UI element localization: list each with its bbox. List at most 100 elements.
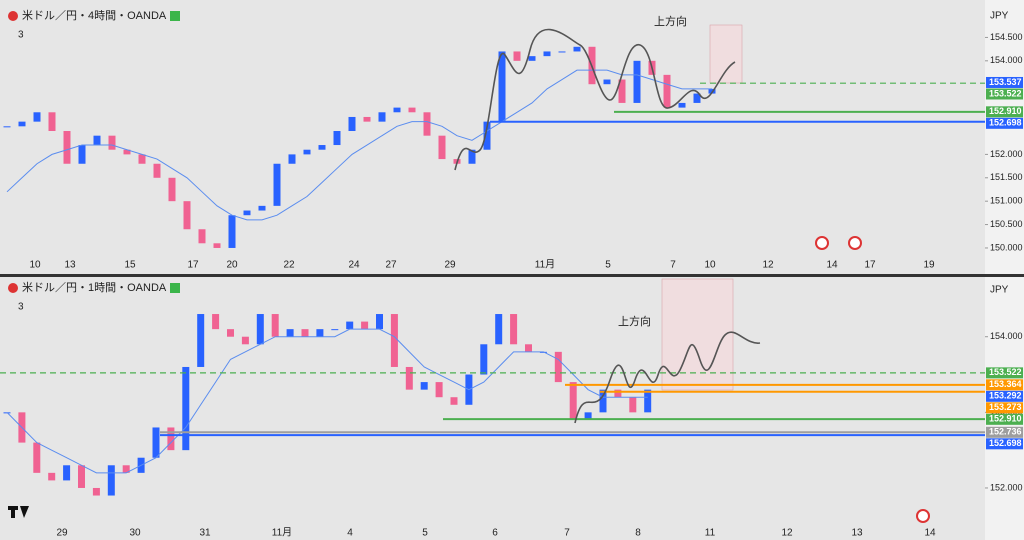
price-tag-label: 152.910 bbox=[989, 106, 1022, 116]
x-tick-label: 8 bbox=[635, 528, 641, 539]
candle bbox=[498, 51, 506, 122]
y-tick-label: 151.500 bbox=[990, 172, 1023, 182]
price-tag bbox=[986, 390, 1023, 402]
candle bbox=[78, 465, 85, 488]
x-tick-label: 19 bbox=[923, 260, 935, 271]
price-tag bbox=[986, 413, 1023, 425]
candle bbox=[152, 427, 160, 458]
candle bbox=[348, 116, 356, 131]
candle bbox=[618, 79, 626, 103]
candle bbox=[599, 389, 607, 413]
candle bbox=[33, 112, 41, 122]
y-tick-label: 154.500 bbox=[990, 32, 1023, 42]
candle bbox=[48, 472, 56, 481]
market-icon bbox=[170, 11, 180, 21]
candle bbox=[678, 102, 686, 108]
candle bbox=[468, 149, 476, 164]
candle bbox=[241, 336, 249, 345]
candle bbox=[376, 314, 383, 330]
candle bbox=[213, 243, 221, 248]
candle bbox=[108, 135, 116, 150]
market-icon bbox=[170, 283, 180, 293]
x-tick-label: 7 bbox=[564, 528, 570, 539]
x-tick-label: 22 bbox=[283, 260, 295, 271]
indicator: 3 bbox=[18, 302, 24, 313]
price-tag bbox=[986, 117, 1023, 129]
candle bbox=[3, 126, 11, 128]
panel-title: 米ドル／円・1時間・OANDA bbox=[22, 281, 167, 294]
x-tick-label: 17 bbox=[187, 260, 199, 271]
candle bbox=[603, 79, 611, 85]
candle bbox=[303, 149, 311, 155]
candle bbox=[227, 329, 234, 337]
moving-average bbox=[6, 328, 648, 474]
candle bbox=[390, 314, 398, 367]
y-tick-label: 154.000 bbox=[990, 55, 1023, 65]
candle bbox=[405, 366, 413, 390]
price-tag-label: 152.736 bbox=[989, 427, 1022, 437]
target-box bbox=[709, 24, 743, 84]
candle bbox=[258, 205, 266, 211]
candle bbox=[167, 427, 175, 451]
candle bbox=[256, 314, 264, 345]
event-icon bbox=[815, 236, 930, 523]
price-tag-label: 152.910 bbox=[989, 414, 1022, 424]
y-tick-label: 151.000 bbox=[990, 196, 1023, 206]
candle bbox=[243, 210, 251, 216]
target-box bbox=[661, 278, 734, 391]
y-tick-label: 152.000 bbox=[990, 482, 1023, 492]
x-tick-label: 10 bbox=[29, 260, 41, 271]
candle bbox=[346, 321, 354, 330]
candle bbox=[584, 412, 592, 420]
candle bbox=[316, 329, 324, 337]
candle bbox=[569, 382, 577, 420]
x-tick-label: 29 bbox=[56, 528, 68, 539]
candle bbox=[138, 154, 146, 164]
layers: 154.500 154.000 152.000 151.500 151.000 150.5… bbox=[0, 32, 1023, 539]
candle bbox=[554, 351, 562, 383]
candle bbox=[629, 397, 637, 413]
price-tag bbox=[986, 367, 1023, 379]
candle bbox=[614, 389, 622, 398]
candle bbox=[663, 74, 671, 108]
candle bbox=[48, 112, 56, 131]
price-tag bbox=[986, 426, 1023, 438]
candle bbox=[393, 107, 401, 113]
drawn-path bbox=[454, 28, 736, 171]
x-tick-label: 11月 bbox=[535, 259, 555, 271]
candle bbox=[33, 442, 41, 473]
x-tick-label: 15 bbox=[124, 260, 136, 271]
currency: JPY bbox=[990, 285, 1009, 296]
candle bbox=[644, 389, 652, 413]
candle bbox=[182, 366, 190, 451]
candle bbox=[528, 56, 536, 61]
x-tick-label: 17 bbox=[864, 260, 876, 271]
candle bbox=[363, 116, 371, 122]
candle bbox=[271, 314, 279, 337]
x-tick-label: 5 bbox=[422, 528, 428, 539]
candle bbox=[122, 465, 130, 473]
candle bbox=[510, 314, 518, 345]
x-tick-label: 7 bbox=[670, 260, 676, 271]
candle bbox=[573, 46, 581, 52]
candle bbox=[63, 131, 71, 164]
candle bbox=[435, 382, 443, 398]
y-tick-label: 150.500 bbox=[990, 219, 1023, 229]
y-tick-label: 152.000 bbox=[990, 149, 1023, 159]
price-tag bbox=[986, 379, 1023, 391]
x-tick-label: 20 bbox=[226, 260, 238, 271]
candle bbox=[273, 163, 281, 206]
x-tick-label: 12 bbox=[781, 528, 793, 539]
x-tick-label: 10 bbox=[704, 260, 716, 271]
x-tick-label: 24 bbox=[348, 260, 360, 271]
x-tick-label: 31 bbox=[199, 528, 211, 539]
candle bbox=[197, 314, 205, 367]
candle bbox=[558, 51, 566, 53]
x-tick-label: 11 bbox=[705, 528, 716, 539]
candle bbox=[525, 344, 532, 352]
candle bbox=[483, 121, 491, 150]
candle bbox=[198, 229, 206, 244]
candle bbox=[333, 131, 341, 146]
candle bbox=[633, 60, 641, 103]
annotation: 上方向 bbox=[618, 314, 651, 328]
